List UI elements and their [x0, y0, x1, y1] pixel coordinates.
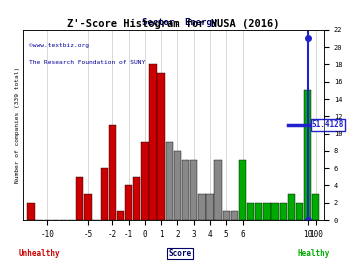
Bar: [247, 203, 255, 220]
Bar: [182, 160, 189, 220]
Text: Score: Score: [168, 249, 192, 258]
Bar: [157, 73, 165, 220]
Bar: [263, 203, 271, 220]
Bar: [296, 203, 303, 220]
Bar: [239, 160, 246, 220]
Bar: [125, 185, 132, 220]
Bar: [100, 168, 108, 220]
Bar: [166, 142, 173, 220]
Bar: [215, 160, 222, 220]
Bar: [27, 203, 35, 220]
Text: The Research Foundation of SUNY: The Research Foundation of SUNY: [29, 60, 145, 65]
Bar: [84, 194, 91, 220]
Bar: [280, 203, 287, 220]
Text: ©www.textbiz.org: ©www.textbiz.org: [29, 43, 89, 48]
Bar: [198, 194, 206, 220]
Bar: [312, 194, 319, 220]
Bar: [288, 194, 295, 220]
Bar: [133, 177, 140, 220]
Y-axis label: Number of companies (339 total): Number of companies (339 total): [15, 67, 20, 183]
Bar: [222, 211, 230, 220]
Bar: [271, 203, 279, 220]
Text: Healthy: Healthy: [297, 249, 329, 258]
Text: 51.4128: 51.4128: [312, 120, 344, 129]
Bar: [149, 65, 157, 220]
Bar: [174, 151, 181, 220]
Text: Sector: Energy: Sector: Energy: [142, 18, 218, 26]
Bar: [304, 90, 311, 220]
Text: Unhealthy: Unhealthy: [19, 249, 60, 258]
Bar: [141, 142, 149, 220]
Bar: [109, 125, 116, 220]
Bar: [76, 177, 84, 220]
Bar: [117, 211, 124, 220]
Bar: [190, 160, 197, 220]
Bar: [255, 203, 262, 220]
Bar: [206, 194, 213, 220]
Bar: [231, 211, 238, 220]
Title: Z'-Score Histogram for HUSA (2016): Z'-Score Histogram for HUSA (2016): [67, 19, 280, 29]
